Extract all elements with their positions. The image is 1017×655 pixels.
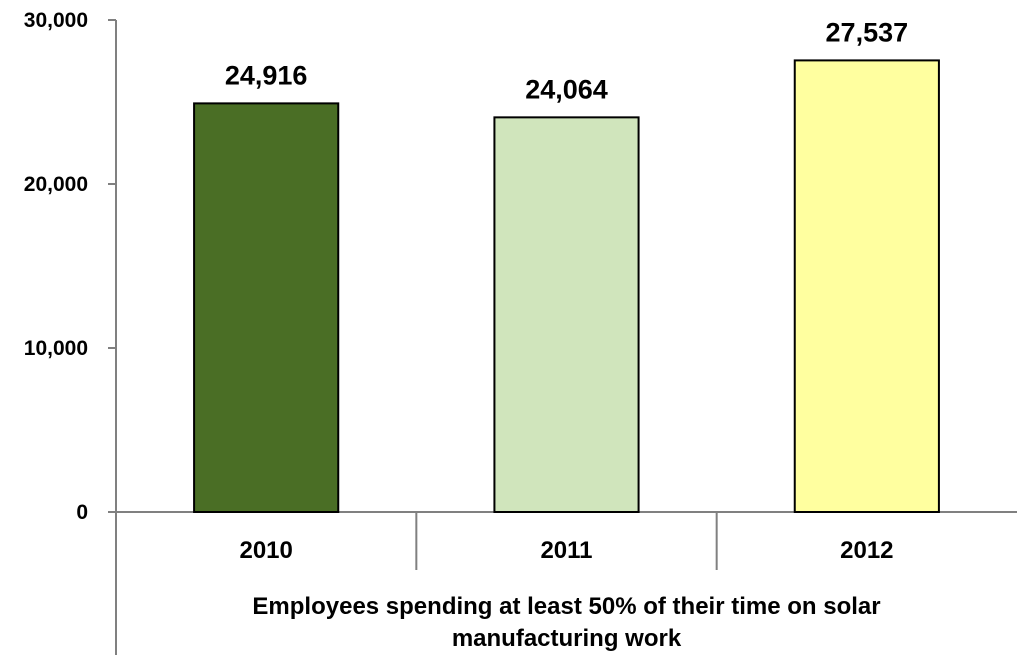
category-label-2012: 2012 — [840, 537, 893, 564]
data-label-2011: 24,064 — [525, 74, 608, 104]
data-labels: 24,916 24,064 27,537 — [225, 17, 908, 104]
bars — [193, 59, 940, 514]
data-label-2012: 27,537 — [826, 17, 909, 47]
y-axis-ticks: 0 10,000 20,000 30,000 — [24, 9, 116, 524]
y-tick-label: 10,000 — [24, 337, 88, 360]
y-tick-label: 0 — [76, 501, 88, 524]
bar-2010 — [193, 102, 340, 514]
x-axis-title: Employees spending at least 50% of their… — [252, 593, 880, 652]
x-axis-title-line: Employees spending at least 50% of their… — [252, 593, 880, 620]
y-tick-label: 20,000 — [24, 173, 88, 196]
x-axis-title-line: manufacturing work — [452, 625, 682, 652]
bar-2012 — [793, 59, 940, 514]
y-tick-label: 30,000 — [24, 9, 88, 32]
data-label-2010: 24,916 — [225, 60, 308, 90]
category-labels: 2010 2011 2012 — [239, 537, 893, 564]
category-label-2011: 2011 — [540, 537, 592, 564]
bar-2011 — [493, 116, 640, 513]
category-label-2010: 2010 — [239, 537, 292, 564]
